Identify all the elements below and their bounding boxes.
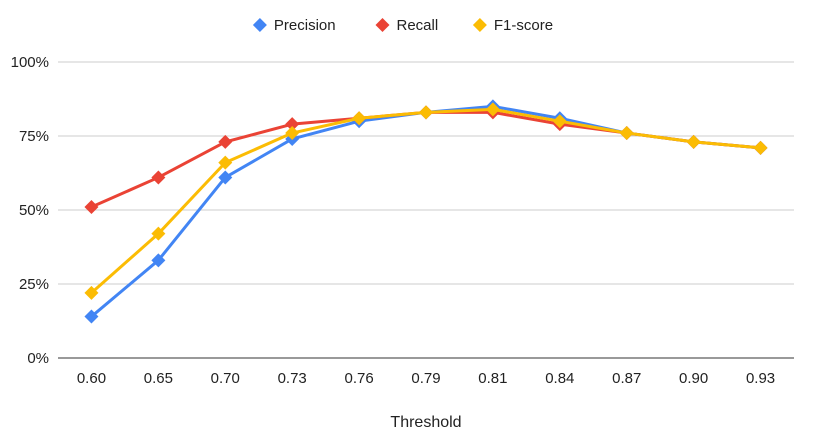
series-layer: [84, 99, 768, 324]
series-line: [90, 110, 761, 209]
series-f1-score: [84, 102, 768, 300]
x-tick-label: 0.73: [278, 370, 307, 387]
legend: Precision Recall F1-score: [252, 17, 553, 34]
y-tick-label: 25%: [19, 276, 49, 293]
series-line: [90, 107, 761, 295]
data-point: [485, 102, 500, 117]
x-tick-label: 0.65: [144, 370, 173, 387]
x-tick-label: 0.79: [411, 370, 440, 387]
data-point: [218, 170, 233, 185]
x-tick-label: 0.84: [545, 370, 574, 387]
legend-marker-recall: [375, 18, 390, 32]
data-point: [151, 253, 166, 268]
data-point: [285, 117, 300, 132]
data-point: [686, 134, 701, 149]
series-recall: [84, 105, 768, 215]
data-point: [552, 114, 567, 129]
x-tick-label: 0.70: [211, 370, 240, 387]
legend-marker-precision: [252, 18, 267, 32]
x-tick-label: 0.60: [77, 370, 106, 387]
data-point: [218, 155, 233, 170]
data-point: [151, 170, 166, 185]
series-precision: [84, 99, 768, 324]
y-tick-label: 50%: [19, 202, 49, 219]
data-point: [753, 140, 768, 155]
legend-label-recall: Recall: [397, 17, 439, 34]
x-tick-label: 0.87: [612, 370, 641, 387]
x-axis: 0.60 0.65 0.70 0.73 0.76 0.79 0.81 0.84 0.87 0.90…: [77, 370, 775, 387]
data-point: [285, 126, 300, 141]
data-point: [419, 105, 433, 120]
x-tick-label: 0.76: [344, 370, 373, 387]
y-axis: 0% 25% 50% 75% 100%: [11, 54, 49, 367]
x-tick-label: 0.90: [679, 370, 708, 387]
data-point: [84, 285, 99, 300]
y-tick-label: 0%: [27, 350, 49, 367]
data-point: [151, 226, 166, 241]
x-tick-label: 0.81: [478, 370, 507, 387]
x-tick-label: 0.93: [746, 370, 775, 387]
y-tick-label: 100%: [11, 54, 49, 71]
data-point: [352, 111, 367, 126]
data-point: [84, 200, 99, 215]
y-tick-label: 75%: [19, 128, 49, 145]
data-point: [619, 126, 634, 141]
x-axis-title: Threshold: [390, 414, 461, 431]
data-point: [84, 309, 99, 324]
legend-label-f1-score: F1-score: [494, 17, 553, 34]
legend-marker-f1-score: [472, 18, 487, 32]
data-point: [218, 134, 233, 149]
legend-label-precision: Precision: [274, 17, 336, 34]
